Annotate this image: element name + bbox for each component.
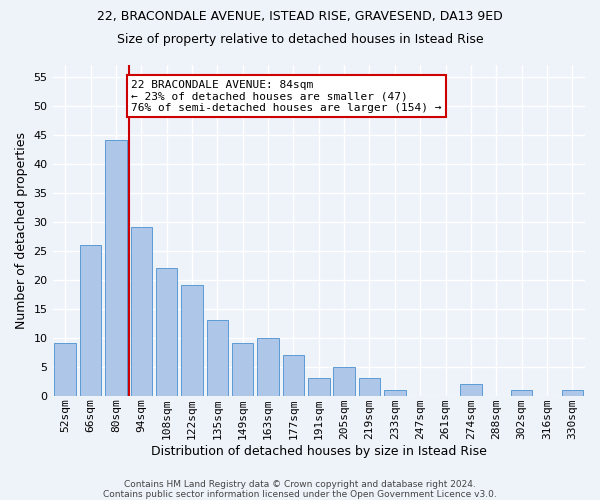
Text: 22 BRACONDALE AVENUE: 84sqm
← 23% of detached houses are smaller (47)
76% of sem: 22 BRACONDALE AVENUE: 84sqm ← 23% of det…: [131, 80, 442, 112]
Bar: [131, 228, 152, 396]
Bar: [384, 390, 406, 396]
Bar: [562, 390, 583, 396]
Bar: [334, 366, 355, 396]
Text: Contains HM Land Registry data © Crown copyright and database right 2024.: Contains HM Land Registry data © Crown c…: [124, 480, 476, 489]
Bar: [359, 378, 380, 396]
Bar: [206, 320, 228, 396]
X-axis label: Distribution of detached houses by size in Istead Rise: Distribution of detached houses by size …: [151, 444, 487, 458]
Bar: [80, 245, 101, 396]
Bar: [55, 344, 76, 396]
Bar: [105, 140, 127, 396]
Bar: [232, 344, 253, 396]
Bar: [511, 390, 532, 396]
Text: 22, BRACONDALE AVENUE, ISTEAD RISE, GRAVESEND, DA13 9ED: 22, BRACONDALE AVENUE, ISTEAD RISE, GRAV…: [97, 10, 503, 23]
Bar: [460, 384, 482, 396]
Bar: [308, 378, 329, 396]
Bar: [257, 338, 279, 396]
Text: Contains public sector information licensed under the Open Government Licence v3: Contains public sector information licen…: [103, 490, 497, 499]
Bar: [283, 355, 304, 396]
Text: Size of property relative to detached houses in Istead Rise: Size of property relative to detached ho…: [116, 32, 484, 46]
Y-axis label: Number of detached properties: Number of detached properties: [15, 132, 28, 329]
Bar: [156, 268, 178, 396]
Bar: [181, 286, 203, 396]
